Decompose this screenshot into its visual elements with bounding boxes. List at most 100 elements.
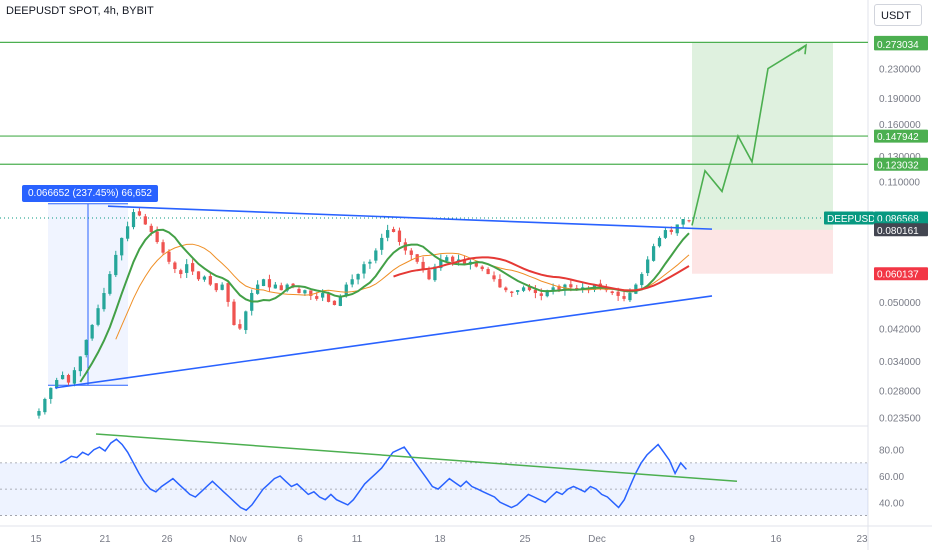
candle-body xyxy=(533,289,538,294)
price-tick-label: 0.042000 xyxy=(879,325,921,336)
candle-body xyxy=(510,291,514,294)
ma-red-line xyxy=(393,256,690,292)
candle-body xyxy=(125,226,130,239)
time-tick-label: 25 xyxy=(519,534,531,545)
rsi-trendline xyxy=(95,433,738,483)
projection-path xyxy=(691,44,807,226)
candle-body xyxy=(285,284,289,291)
candle-body xyxy=(427,270,431,280)
candle-body xyxy=(651,246,656,261)
price-tick-label: 0.230000 xyxy=(879,65,921,76)
candle-body xyxy=(303,290,307,294)
candle-body xyxy=(409,250,413,255)
lower-trendline xyxy=(54,295,713,389)
candle-body xyxy=(539,293,543,296)
price-badge xyxy=(874,37,928,51)
candle-body xyxy=(663,230,668,238)
candle-body xyxy=(208,276,212,285)
time-tick-label: 21 xyxy=(99,534,111,545)
candle-body xyxy=(315,296,319,299)
candle-body xyxy=(297,288,301,294)
candle-body xyxy=(267,279,272,288)
price-badge-label: 0.273034 xyxy=(877,40,919,51)
candle-body xyxy=(415,254,419,262)
candle-body xyxy=(368,261,372,264)
candle-body xyxy=(326,293,331,302)
measure-tooltip: 0.066652 (237.45%) 66,652 xyxy=(22,185,158,202)
price-badge xyxy=(874,157,928,171)
price-badge xyxy=(824,211,874,225)
candle-body xyxy=(492,275,496,280)
time-tick-label: 15 xyxy=(30,534,42,545)
time-tick-label: 16 xyxy=(770,534,782,545)
candle-body xyxy=(37,410,41,416)
candle-body xyxy=(397,230,402,242)
candle-body xyxy=(657,237,662,247)
projection-arrowhead xyxy=(797,43,807,55)
candle-body xyxy=(628,293,632,301)
candle-body xyxy=(114,254,118,276)
candle-body xyxy=(196,271,201,280)
candle-body xyxy=(421,261,425,270)
candle-body xyxy=(480,266,484,270)
candle-body xyxy=(214,283,218,291)
rsi-tick-label: 60.00 xyxy=(879,472,904,483)
candle-body xyxy=(96,308,100,325)
time-tick-label: 18 xyxy=(434,534,446,545)
price-badge xyxy=(874,129,928,143)
candle-body xyxy=(451,256,455,262)
candle-body xyxy=(49,387,53,399)
candle-body xyxy=(527,286,532,291)
candle-body xyxy=(380,237,384,250)
price-tick-label: 0.050000 xyxy=(879,298,921,309)
candle-body xyxy=(43,398,47,413)
currency-button[interactable]: USDT xyxy=(874,4,922,26)
price-badge xyxy=(874,267,928,281)
candle-body xyxy=(185,264,189,273)
candle-body xyxy=(640,274,644,286)
candle-body xyxy=(391,229,396,232)
price-badge-label: 0.060137 xyxy=(877,270,919,281)
candle-body xyxy=(273,284,277,289)
candle-body xyxy=(610,291,614,294)
price-tick-label: 0.023500 xyxy=(879,413,921,424)
time-tick-label: 23 xyxy=(856,534,868,545)
chart-title: DEEPUSDT SPOT, 4h, BYBIT xyxy=(6,5,154,17)
candle-body xyxy=(669,229,673,232)
time-tick-label: Dec xyxy=(588,534,606,545)
price-badge-label: 0.086568 xyxy=(877,214,919,225)
ma-fast-line xyxy=(79,228,690,383)
candle-body xyxy=(149,225,153,232)
candle-body xyxy=(681,219,685,225)
price-badge xyxy=(874,211,928,225)
candle-body xyxy=(439,259,443,269)
candle-body xyxy=(504,287,508,291)
candle-body xyxy=(338,295,342,306)
candle-body xyxy=(309,290,313,296)
candle-body xyxy=(167,251,171,262)
candle-body xyxy=(332,300,337,306)
candle-body xyxy=(445,257,449,261)
candle-body xyxy=(486,269,490,275)
candle-body xyxy=(72,370,77,384)
candle-body xyxy=(179,270,183,275)
candle-body xyxy=(622,296,626,299)
candle-body xyxy=(362,264,366,274)
candle-body xyxy=(462,259,467,265)
candle-body xyxy=(244,311,248,331)
candle-body xyxy=(321,293,325,298)
candle-body xyxy=(616,291,620,296)
rsi-tick-label: 40.00 xyxy=(879,498,904,509)
candle-body xyxy=(173,262,177,270)
upper-trendline xyxy=(107,205,713,230)
price-tick-label: 0.110000 xyxy=(879,177,920,188)
price-tick-label: 0.028000 xyxy=(879,387,921,398)
rsi-tick-label: 80.00 xyxy=(879,446,904,457)
candle-body xyxy=(474,261,478,267)
candle-body xyxy=(108,274,112,294)
time-tick-label: 6 xyxy=(297,534,303,545)
candle-body xyxy=(521,287,526,291)
candle-body xyxy=(646,259,650,274)
